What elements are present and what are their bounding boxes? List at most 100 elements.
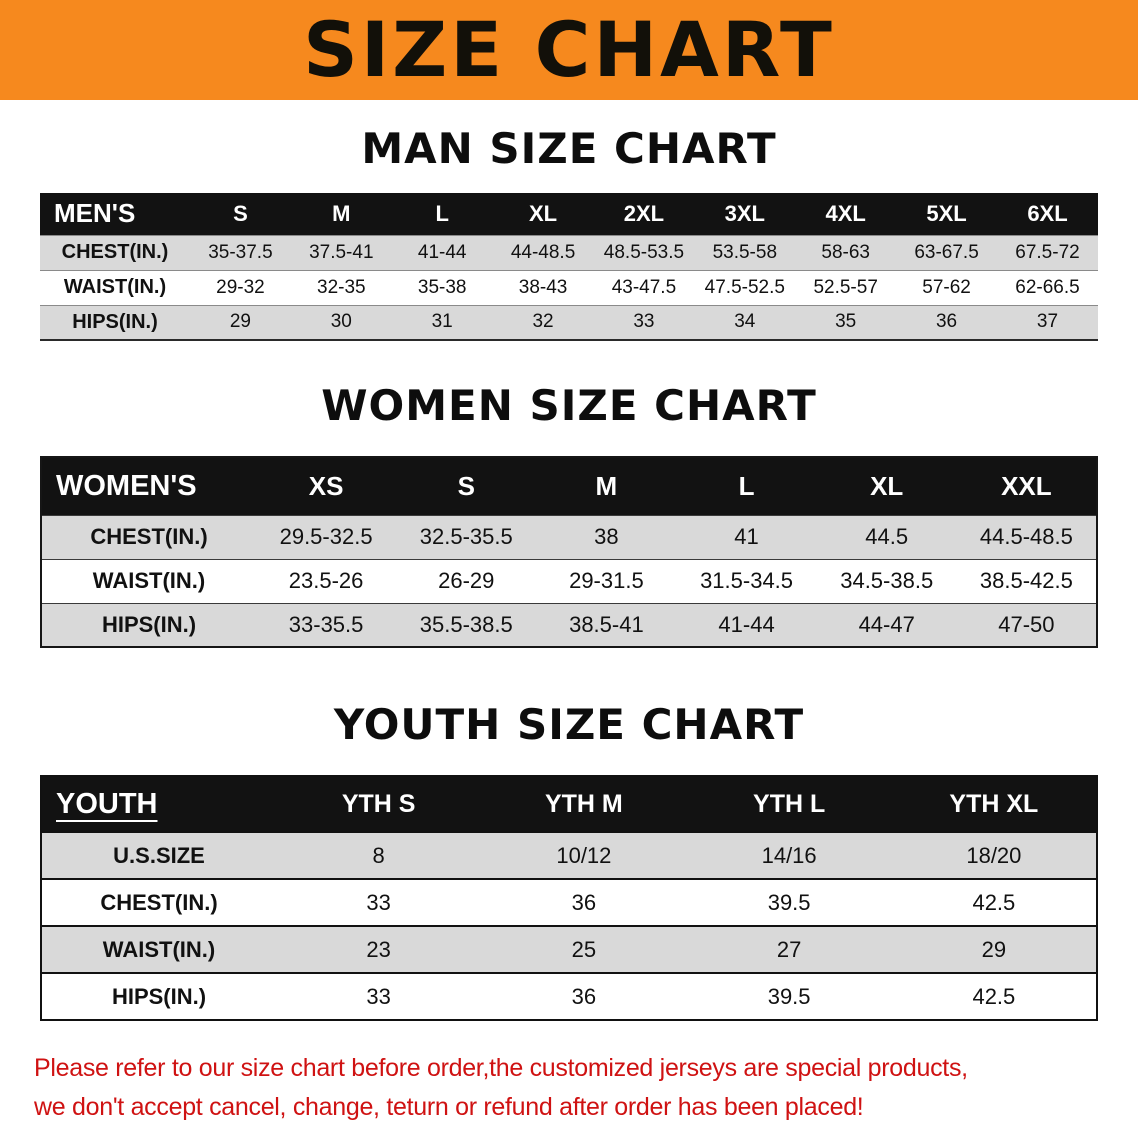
- size-value: 38.5-42.5: [979, 568, 1073, 593]
- table-row: WAIST(IN.) 23 25 27 29: [41, 926, 1097, 973]
- size-value: 26-29: [438, 568, 495, 593]
- size-value: 47.5-52.5: [704, 276, 785, 298]
- size-value: 8: [372, 842, 385, 868]
- row-label: HIPS(IN.): [111, 983, 207, 1009]
- size-value: 38-43: [518, 276, 568, 298]
- size-column-header: L: [391, 193, 493, 235]
- size-value: 14/16: [761, 842, 817, 868]
- size-value: 53.5-58: [712, 241, 778, 263]
- size-value: 43-47.5: [611, 276, 677, 298]
- youth-section-title: YOUTH SIZE CHART: [333, 700, 805, 749]
- size-value: 25: [571, 936, 597, 962]
- table-corner-header: WOMEN'S: [41, 457, 256, 515]
- men-size-section: MAN SIZE CHART MEN'S S M L XL 2XL 3XL 4XL 5XL 6XL…: [0, 124, 1138, 341]
- size-value: 42.5: [972, 983, 1016, 1009]
- size-value: 44.5-48.5: [979, 524, 1073, 549]
- table-row: CHEST(IN.) 33 36 39.5 42.5: [41, 879, 1097, 926]
- size-value: 48.5-53.5: [603, 241, 685, 263]
- size-value: 36: [935, 311, 958, 333]
- size-value: 23: [366, 936, 391, 962]
- row-label: CHEST(IN.): [90, 524, 208, 549]
- size-value: 37.5-41: [309, 241, 374, 263]
- size-value: 63-67.5: [914, 241, 979, 263]
- size-value: 41-44: [417, 241, 467, 263]
- size-value: 31: [431, 311, 453, 333]
- size-value: 10/12: [556, 842, 612, 868]
- row-label: WAIST(IN.): [63, 276, 167, 298]
- youth-size-table: YOUTH YTH S YTH M YTH L YTH XL U.S.SIZE 8 10/12…: [40, 775, 1098, 1021]
- size-value: 44-48.5: [510, 241, 576, 263]
- row-label: HIPS(IN.): [72, 310, 158, 333]
- size-column-header: M: [290, 193, 392, 235]
- table-header-row: MEN'S S M L XL 2XL 3XL 4XL 5XL 6XL: [40, 193, 1098, 235]
- table-corner-header: YOUTH: [41, 776, 276, 832]
- size-value: 58-63: [821, 241, 870, 263]
- size-value: 29: [981, 936, 1007, 962]
- size-column-header: 6XL: [997, 193, 1098, 235]
- size-value: 41: [734, 524, 759, 549]
- table-row: U.S.SIZE 8 10/12 14/16 18/20: [41, 832, 1097, 879]
- size-value: 41-44: [718, 611, 775, 637]
- table-row: CHEST(IN.) 29.5-32.5 32.5-35.5 38 41 44.5 44.5…: [41, 515, 1097, 559]
- row-label: WAIST(IN.): [92, 568, 206, 593]
- table-corner-header: MEN'S: [40, 193, 190, 235]
- size-value: 44-47: [858, 611, 915, 637]
- size-column-header: XS: [256, 457, 397, 515]
- size-value: 33-35.5: [288, 611, 364, 637]
- disclaimer-line-1: Please refer to our size chart before or…: [34, 1054, 968, 1082]
- size-value: 29-32: [216, 276, 265, 298]
- row-label: U.S.SIZE: [113, 842, 205, 868]
- table-row: HIPS(IN.) 29 30 31 32 33 34 35 36 37: [40, 305, 1098, 340]
- size-value: 35-37.5: [208, 241, 273, 263]
- size-value: 18/20: [966, 842, 1022, 868]
- row-label: CHEST(IN.): [61, 241, 169, 263]
- size-column-header: YTH XL: [891, 776, 1097, 832]
- size-value: 52.5-57: [813, 276, 878, 298]
- table-row: HIPS(IN.) 33 36 39.5 42.5: [41, 973, 1097, 1020]
- size-value: 33: [366, 889, 391, 915]
- size-column-header: L: [676, 457, 817, 515]
- size-column-header: 4XL: [795, 193, 897, 235]
- size-value: 57-62: [922, 276, 971, 298]
- disclaimer: Please refer to our size chart before or…: [34, 1049, 1104, 1127]
- size-column-header: YTH S: [276, 776, 482, 832]
- size-value: 27: [776, 936, 802, 962]
- men-section-title: MAN SIZE CHART: [361, 124, 777, 173]
- size-value: 33: [366, 983, 391, 1009]
- size-value: 33: [633, 311, 655, 333]
- size-value: 35: [835, 311, 857, 333]
- men-size-table: MEN'S S M L XL 2XL 3XL 4XL 5XL 6XL CHEST(IN.) 35-37…: [40, 193, 1098, 341]
- size-column-header: XL: [492, 193, 594, 235]
- size-value: 35.5-38.5: [419, 611, 513, 637]
- size-value: 39.5: [767, 983, 811, 1009]
- size-value: 32.5-35.5: [419, 524, 513, 549]
- size-column-header: XL: [816, 457, 957, 515]
- table-header-row: WOMEN'S XS S M L XL XXL: [41, 457, 1097, 515]
- size-value: 29.5-32.5: [279, 524, 373, 549]
- size-column-header: 5XL: [896, 193, 997, 235]
- disclaimer-line-2: we don't accept cancel, change, teturn o…: [34, 1092, 864, 1121]
- size-column-header: S: [190, 193, 291, 235]
- size-column-header: 3XL: [694, 193, 796, 235]
- size-column-header: S: [396, 457, 537, 515]
- size-value: 30: [330, 311, 352, 333]
- size-value: 23.5-26: [288, 568, 364, 593]
- size-value: 36: [571, 889, 597, 915]
- size-value: 44.5: [865, 524, 909, 549]
- women-size-table: WOMEN'S XS S M L XL XXL CHEST(IN.) 29.5-32.5 32.5…: [40, 456, 1098, 648]
- youth-size-section: YOUTH SIZE CHART YOUTH YTH S YTH M YTH L YTH…: [0, 700, 1138, 1021]
- page-title: SIZE CHART: [303, 5, 835, 94]
- size-value: 42.5: [972, 889, 1016, 915]
- table-row: WAIST(IN.) 23.5-26 26-29 29-31.5 31.5-34.5 34…: [41, 559, 1097, 603]
- size-value: 67.5-72: [1015, 241, 1080, 263]
- women-section-title: WOMEN SIZE CHART: [321, 381, 817, 430]
- size-value: 32: [532, 311, 554, 333]
- size-value: 38.5-41: [569, 611, 644, 637]
- size-column-header: XXL: [956, 457, 1097, 515]
- row-label: HIPS(IN.): [101, 611, 197, 637]
- size-value: 29-31.5: [569, 568, 644, 593]
- size-value: 29: [229, 311, 251, 333]
- table-row: WAIST(IN.) 29-32 32-35 35-38 38-43 43-47.5 47.…: [40, 270, 1098, 305]
- row-label: WAIST(IN.): [102, 936, 216, 962]
- size-value: 37: [1036, 311, 1059, 333]
